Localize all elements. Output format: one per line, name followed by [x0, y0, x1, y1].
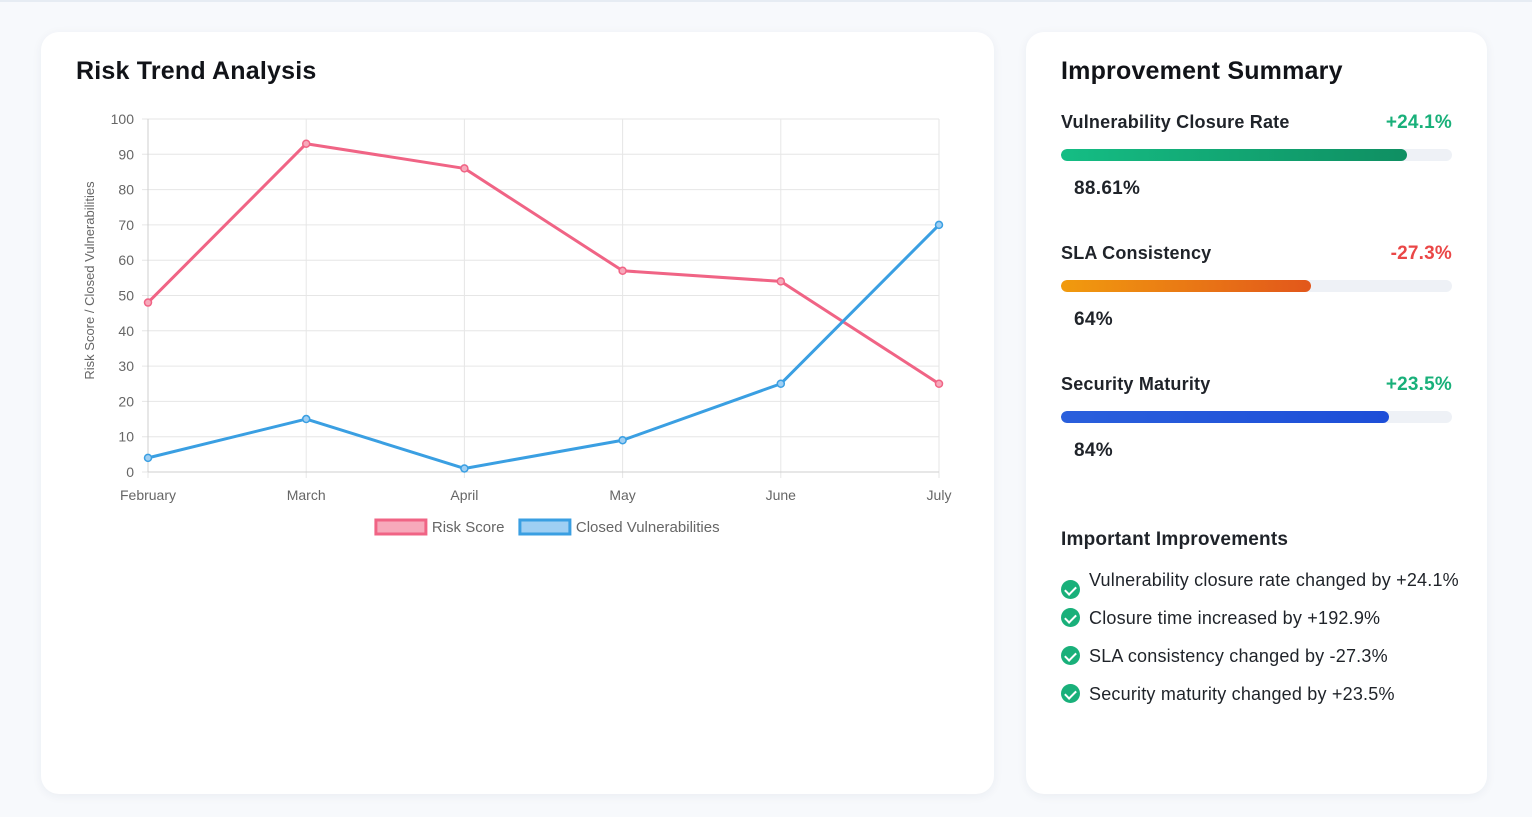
series-line	[146, 223, 941, 470]
y-tick-label: 100	[111, 111, 135, 127]
x-tick-label: May	[609, 487, 635, 503]
y-tick-label: 0	[126, 464, 134, 480]
top-divider	[0, 0, 1532, 2]
y-tick-label: 10	[118, 429, 134, 445]
metric-value: 64%	[1074, 309, 1113, 330]
progress-track	[1061, 280, 1452, 292]
y-tick-label: 30	[118, 358, 134, 374]
metric-label: Security Maturity	[1061, 374, 1211, 394]
check-circle-icon	[1061, 608, 1080, 627]
data-point	[301, 139, 311, 148]
x-tick-label: April	[450, 487, 478, 503]
risk-trend-chart: 0 10 20 30 40 50 60 70 80 90 100 February March April…	[82, 111, 952, 536]
x-tick-label: March	[287, 487, 326, 503]
improvements-list: Vulnerability closure rate changed by +2…	[1061, 566, 1461, 718]
y-axis-title: Risk Score / Closed Vulnerabilities	[82, 181, 97, 380]
metric-change: -27.3%	[1390, 243, 1452, 264]
progress-fill	[1061, 411, 1390, 423]
data-point	[618, 435, 627, 445]
improvement-item: SLA consistency changed by -27.3%	[1061, 642, 1461, 670]
y-tick-label: 40	[118, 323, 134, 339]
improvement-text: Vulnerability closure rate changed by +2…	[1089, 570, 1459, 590]
legend-label: Risk Score	[432, 519, 505, 536]
x-tick-label: July	[927, 487, 952, 503]
improvement-item: Closure time increased by +192.9%	[1061, 604, 1461, 632]
data-point	[460, 464, 469, 473]
summary-card-title: Improvement Summary	[1061, 57, 1343, 85]
data-point	[618, 266, 627, 276]
progress-track	[1061, 149, 1452, 161]
series-line	[146, 142, 941, 386]
improvement-text: Closure time increased by +192.9%	[1089, 608, 1381, 628]
improvement-text: Security maturity changed by +23.5%	[1089, 684, 1395, 704]
metric-value: 84%	[1074, 440, 1113, 461]
metric-value: 88.61%	[1074, 178, 1141, 199]
check-circle-icon	[1061, 684, 1080, 703]
progress-track	[1061, 411, 1452, 423]
data-point	[776, 379, 786, 388]
metric-change: +23.5%	[1385, 374, 1452, 395]
legend-swatch	[518, 518, 572, 536]
improvement-item: Security maturity changed by +23.5%	[1061, 680, 1461, 708]
y-tick-label: 70	[118, 217, 134, 233]
legend-swatch	[374, 518, 428, 536]
metric-label: SLA Consistency	[1061, 243, 1212, 263]
progress-fill	[1061, 149, 1408, 161]
check-circle-icon	[1061, 580, 1080, 599]
data-point	[934, 379, 944, 388]
metric-change: +24.1%	[1385, 112, 1452, 133]
improvement-summary-card: Improvement Summary Vulnerability Closur…	[1026, 32, 1487, 794]
risk-trend-card: Risk Trend Analysis 0 10 20 30 40 50 60 70 80 90 1…	[41, 32, 994, 794]
improvement-text: SLA consistency changed by -27.3%	[1089, 646, 1388, 666]
data-point	[776, 277, 786, 286]
y-tick-label: 20	[118, 393, 134, 409]
data-point	[934, 220, 944, 230]
data-point	[460, 164, 469, 173]
improvement-item: Vulnerability closure rate changed by +2…	[1061, 566, 1461, 599]
data-point	[143, 298, 153, 307]
metric-label: Vulnerability Closure Rate	[1061, 112, 1290, 132]
y-tick-label: 80	[118, 182, 134, 198]
important-improvements-title: Important Improvements	[1061, 529, 1289, 550]
data-point	[301, 414, 311, 424]
data-point	[143, 453, 153, 463]
y-tick-label: 60	[118, 252, 134, 268]
progress-fill	[1061, 280, 1312, 292]
legend-label: Closed Vulnerabilities	[576, 519, 720, 536]
x-tick-label: February	[120, 487, 176, 503]
y-tick-label: 90	[118, 146, 134, 162]
check-circle-icon	[1061, 646, 1080, 665]
x-tick-label: June	[766, 487, 797, 503]
chart-card-title: Risk Trend Analysis	[76, 57, 317, 85]
y-tick-label: 50	[118, 288, 134, 304]
